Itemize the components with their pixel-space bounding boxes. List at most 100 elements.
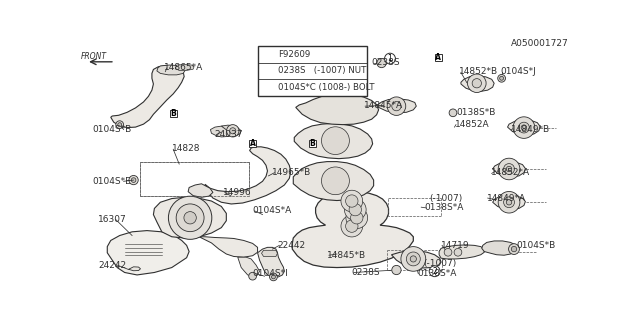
Text: 2: 2 <box>266 83 271 92</box>
Circle shape <box>227 124 239 137</box>
Text: 14852*B: 14852*B <box>460 67 499 76</box>
Text: 1: 1 <box>266 50 271 59</box>
Text: (-1007): (-1007) <box>423 259 456 268</box>
Circle shape <box>387 97 406 116</box>
Polygon shape <box>211 126 235 137</box>
Bar <box>435 54 442 61</box>
Circle shape <box>498 158 520 180</box>
Circle shape <box>230 128 236 134</box>
Text: B: B <box>309 139 315 148</box>
Text: 0104S*B: 0104S*B <box>92 125 132 134</box>
Text: 2: 2 <box>432 267 437 276</box>
Polygon shape <box>296 94 379 124</box>
Circle shape <box>249 272 257 280</box>
Circle shape <box>504 164 515 174</box>
Polygon shape <box>237 257 260 276</box>
Text: 0104S*J: 0104S*J <box>500 67 536 76</box>
Circle shape <box>269 273 277 281</box>
Text: 0238S: 0238S <box>352 268 380 277</box>
Circle shape <box>498 191 520 213</box>
Circle shape <box>131 178 136 182</box>
Text: 14845*B: 14845*B <box>327 251 366 260</box>
Text: 14996: 14996 <box>223 188 252 197</box>
Circle shape <box>168 196 212 239</box>
Circle shape <box>184 212 196 224</box>
Polygon shape <box>199 237 257 257</box>
Circle shape <box>116 121 124 129</box>
Text: B: B <box>170 109 176 118</box>
Text: 14852*A: 14852*A <box>491 168 530 177</box>
Circle shape <box>513 117 535 138</box>
Text: 22442: 22442 <box>277 241 305 250</box>
Circle shape <box>349 204 362 216</box>
Circle shape <box>271 275 275 279</box>
Text: (-1007): (-1007) <box>429 194 463 203</box>
Text: 0138S*A: 0138S*A <box>417 269 457 278</box>
Polygon shape <box>188 184 213 197</box>
Circle shape <box>344 199 366 220</box>
Circle shape <box>392 101 401 111</box>
Polygon shape <box>221 125 241 136</box>
Text: 0104S*B: 0104S*B <box>516 241 556 250</box>
Text: 0104S*I: 0104S*I <box>253 269 289 278</box>
Text: 14865*A: 14865*A <box>164 63 204 72</box>
Circle shape <box>506 166 512 172</box>
Circle shape <box>341 215 363 237</box>
Circle shape <box>346 207 367 228</box>
Circle shape <box>346 195 358 207</box>
Text: A050001727: A050001727 <box>511 39 568 48</box>
Circle shape <box>521 125 527 130</box>
Polygon shape <box>482 241 518 255</box>
Circle shape <box>392 265 401 275</box>
Polygon shape <box>378 99 416 113</box>
Circle shape <box>346 220 358 232</box>
Polygon shape <box>392 251 441 268</box>
Text: 24242: 24242 <box>99 260 127 269</box>
Text: FRONT: FRONT <box>81 52 107 61</box>
Circle shape <box>509 244 520 254</box>
Text: 1: 1 <box>388 54 392 63</box>
Circle shape <box>176 204 204 232</box>
Text: 14852A: 14852A <box>454 120 489 129</box>
Bar <box>308 140 316 147</box>
Circle shape <box>410 256 417 262</box>
Polygon shape <box>257 247 284 277</box>
Circle shape <box>341 190 363 212</box>
Circle shape <box>401 247 426 271</box>
Circle shape <box>504 197 515 208</box>
Circle shape <box>472 79 481 88</box>
Text: 0104S*C (1008-) BOLT: 0104S*C (1008-) BOLT <box>278 83 374 92</box>
Polygon shape <box>508 120 540 135</box>
Polygon shape <box>111 66 184 128</box>
Circle shape <box>385 53 396 64</box>
Polygon shape <box>175 65 194 70</box>
Text: 14965*B: 14965*B <box>273 168 312 177</box>
Polygon shape <box>293 162 374 201</box>
Text: 0138S*A: 0138S*A <box>425 204 464 212</box>
Text: 2: 2 <box>266 67 271 76</box>
Circle shape <box>263 49 274 60</box>
Text: 0104S*E: 0104S*E <box>92 177 131 186</box>
Circle shape <box>429 266 440 276</box>
Polygon shape <box>262 250 277 256</box>
Polygon shape <box>294 124 372 159</box>
Circle shape <box>500 76 504 80</box>
Polygon shape <box>461 76 494 92</box>
Text: 0138S*B: 0138S*B <box>456 108 495 117</box>
Polygon shape <box>292 191 413 268</box>
Polygon shape <box>439 245 484 259</box>
Circle shape <box>118 123 122 127</box>
Text: 14828: 14828 <box>172 144 200 153</box>
Polygon shape <box>154 197 227 238</box>
Circle shape <box>518 122 529 133</box>
Bar <box>249 140 256 147</box>
Circle shape <box>377 59 386 68</box>
Bar <box>170 110 177 117</box>
Text: A: A <box>435 53 441 62</box>
Circle shape <box>444 248 452 256</box>
Text: 14719: 14719 <box>441 241 470 250</box>
Text: 14849*A: 14849*A <box>486 194 526 203</box>
Circle shape <box>263 82 274 93</box>
Circle shape <box>406 252 420 266</box>
Circle shape <box>454 248 462 256</box>
